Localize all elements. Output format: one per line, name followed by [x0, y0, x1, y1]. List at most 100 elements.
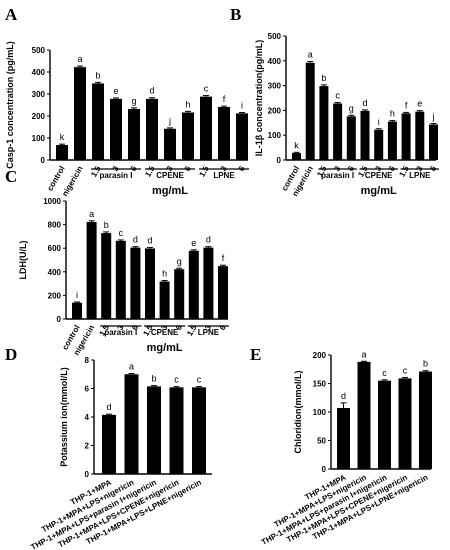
group-label: CPENE — [151, 328, 179, 337]
y-tick-label: 100 — [313, 408, 327, 417]
y-tick-label: 400 — [32, 68, 46, 77]
bar — [182, 112, 194, 160]
bar — [333, 103, 343, 160]
group-label: CPENE — [156, 171, 184, 180]
bar — [387, 121, 397, 160]
category-label: 6 — [218, 323, 228, 332]
bar — [159, 281, 170, 319]
significance-letter: d — [147, 235, 152, 245]
significance-letter: c — [403, 366, 408, 376]
y-tick-label: 1000 — [43, 197, 61, 206]
bar — [357, 361, 371, 469]
y-tick-label: 2 — [85, 442, 90, 451]
bar — [374, 129, 384, 160]
significance-letter: e — [417, 99, 422, 109]
bar — [147, 386, 161, 474]
significance-letter: d — [362, 98, 367, 108]
group-label: parasin I — [100, 171, 133, 180]
group-label: LPNE — [409, 171, 431, 180]
y-tick-label: 0 — [277, 156, 282, 165]
significance-letter: f — [222, 253, 225, 263]
y-tick-label: 0 — [85, 470, 90, 479]
significance-letter: a — [77, 54, 82, 64]
significance-letter: f — [223, 94, 226, 104]
y-tick-label: 200 — [48, 291, 62, 300]
category-label: 1.5 — [143, 164, 157, 179]
panel-label: B — [230, 5, 241, 24]
bar — [378, 380, 391, 469]
bar — [415, 111, 425, 160]
x-axis-label: mg/mL — [152, 185, 188, 197]
bar — [101, 233, 112, 319]
bar — [86, 222, 97, 319]
y-tick-label: 300 — [32, 90, 46, 99]
bar — [200, 96, 212, 160]
bar — [102, 414, 116, 474]
bar — [305, 62, 315, 161]
significance-letter: c — [174, 375, 179, 385]
category-label: 3 — [203, 323, 213, 332]
significance-letter: b — [95, 70, 100, 80]
bar — [145, 248, 155, 319]
significance-letter: c — [119, 228, 124, 238]
y-axis-label: Casp-1 concentration (pg/mL) — [5, 41, 15, 169]
significance-letter: c — [197, 375, 202, 385]
y-tick-label: 8 — [85, 356, 90, 365]
significance-letter: b — [321, 73, 326, 83]
bar — [429, 124, 438, 160]
y-tick-label: 500 — [268, 32, 282, 41]
panel-a-casp1-chart: A 0 100 200 300 400 500 Casp-1 concentration (p… — [5, 5, 249, 198]
significance-letter: h — [162, 269, 167, 279]
bar — [74, 67, 86, 160]
significance-letter: k — [294, 140, 299, 150]
bar — [188, 250, 199, 319]
bar — [192, 387, 206, 474]
y-tick-label: 500 — [32, 46, 46, 55]
y-tick-label: 200 — [313, 351, 327, 360]
significance-letter: i — [241, 100, 243, 110]
significance-letter: i — [76, 290, 78, 300]
bar — [124, 374, 139, 474]
significance-letter: g — [349, 103, 354, 113]
panel-label: D — [5, 345, 17, 364]
y-tick-label: 300 — [268, 82, 282, 91]
x-axis-label: mg/mL — [361, 185, 397, 197]
bar — [346, 116, 356, 160]
bar — [56, 145, 68, 160]
category-label: 1.5 — [197, 164, 211, 179]
y-tick-label: 50 — [317, 437, 326, 446]
y-tick-label: 200 — [32, 112, 46, 121]
group-label: parasin I — [104, 328, 137, 337]
significance-letter: g — [177, 256, 182, 266]
y-axis-label: Chloridion(mmol/L) — [293, 371, 303, 454]
category-label: 3 — [159, 323, 169, 332]
y-tick-label: 150 — [313, 380, 327, 389]
x-axis-label: mg/mL — [147, 342, 183, 354]
significance-letter: j — [168, 116, 171, 126]
panel-label: E — [250, 345, 261, 364]
bar — [115, 240, 126, 319]
panel-c-ldh-chart: C02004006008001000LDH(U/L)icontrolaniger… — [5, 167, 229, 357]
significance-letter: d — [149, 86, 154, 96]
panel-b-il1b-chart: B 0 100 200 300 400 500 IL-1β concentration(pg/… — [230, 5, 439, 198]
panel-label: A — [5, 5, 18, 24]
y-tick-label: 0 — [57, 315, 62, 324]
y-axis-label: IL-1β concentration(pg/mL) — [254, 40, 264, 157]
category-label: 6 — [174, 323, 184, 332]
significance-letter: h — [185, 99, 190, 109]
group-label: LPNE — [198, 328, 220, 337]
significance-letter: k — [60, 132, 65, 142]
bar — [72, 302, 82, 319]
y-tick-label: 100 — [32, 134, 46, 143]
y-tick-label: 800 — [48, 221, 62, 230]
bar — [174, 269, 185, 319]
significance-letter: b — [104, 220, 109, 230]
significance-letter: c — [335, 90, 340, 100]
category-label: 3 — [116, 323, 126, 332]
y-tick-label: 0 — [322, 465, 327, 474]
bar — [130, 247, 141, 319]
y-tick-label: 0 — [41, 156, 46, 165]
